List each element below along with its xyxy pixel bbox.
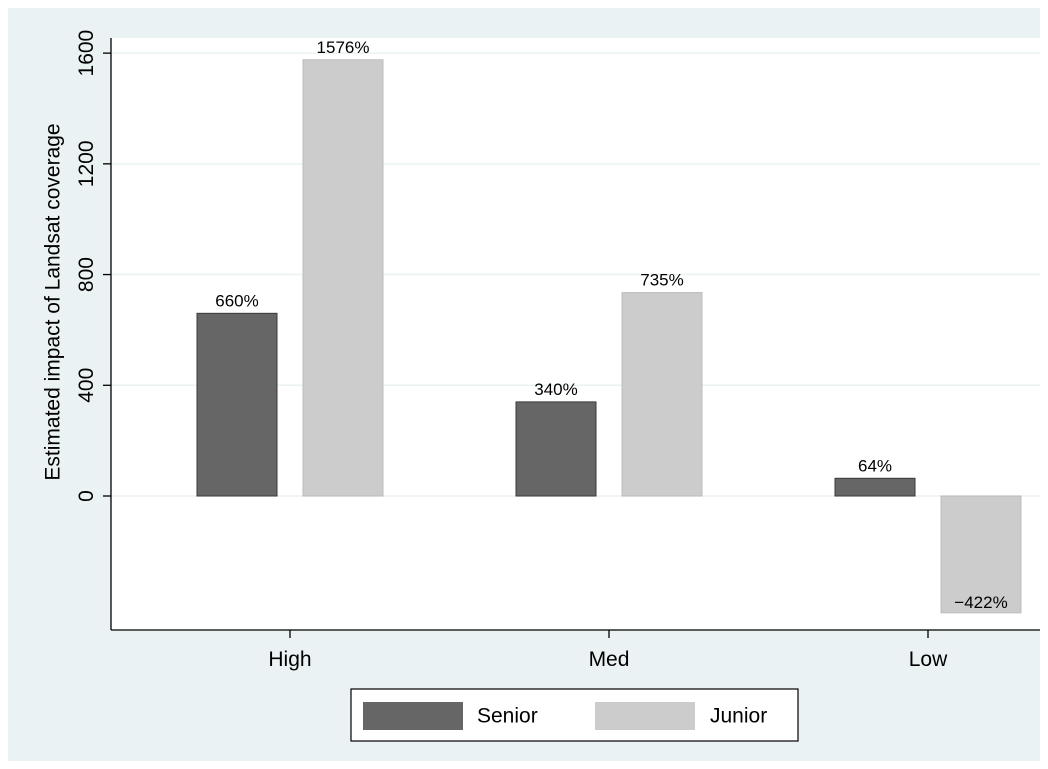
data-label-junior-med: 735% [640,271,683,290]
y-tick-label: 0 [75,490,98,502]
bar-junior-med [621,292,703,497]
data-label-senior-med: 340% [534,380,577,399]
legend-label-senior: Senior [477,705,538,728]
legend-swatch-junior [595,702,695,730]
category-label-med: Med [589,648,630,671]
bar-senior-high [196,312,278,497]
bar-senior-med [515,401,597,497]
bar-junior-low [940,495,1022,614]
data-label-senior-low: 64% [858,456,892,475]
data-label-senior-high: 660% [215,291,258,310]
category-label-high: High [268,648,311,671]
chart-frame: 660% 1576% 340% 735% 64% −422% 0 400 800 1200 160… [8,8,1040,761]
legend-swatch-senior [363,702,463,730]
bar-senior-low [834,477,916,497]
y-tick-label: 1600 [75,30,98,77]
y-axis-title: Estimated impact of Landsat coverage [42,123,65,480]
y-tick-label: 400 [75,368,98,403]
bar-chart: 660% 1576% 340% 735% 64% −422% 0 400 800 1200 160… [42,30,1040,742]
data-label-junior-high: 1576% [317,38,370,57]
legend: Senior Junior [350,688,799,742]
legend-label-junior: Junior [710,705,767,728]
category-label-low: Low [909,648,948,671]
y-tick-label: 1200 [75,140,98,187]
data-label-junior-low: −422% [954,593,1007,612]
y-tick-label: 800 [75,257,98,292]
bar-junior-high [302,59,384,497]
